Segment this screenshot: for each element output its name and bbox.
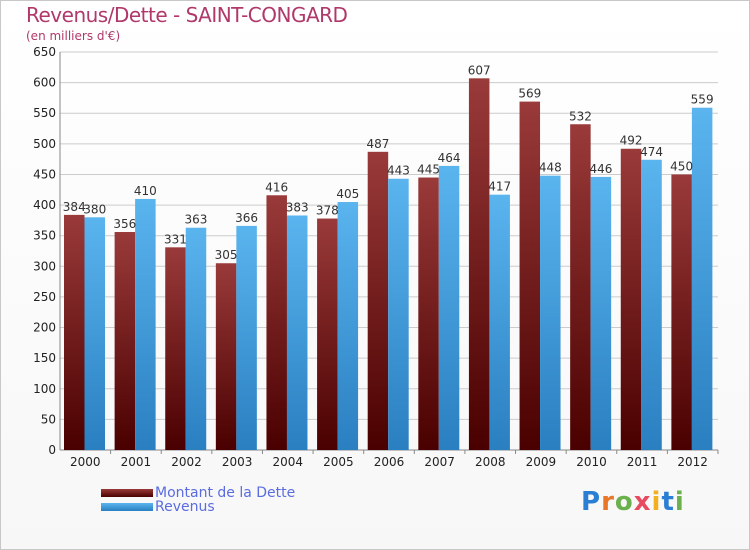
y-tick-label: 550 <box>33 106 56 120</box>
data-label: 410 <box>134 184 157 198</box>
y-tick-label: 200 <box>33 321 56 335</box>
data-label: 450 <box>670 159 693 173</box>
proxiti-logo: Proxiti <box>581 487 685 517</box>
data-label: 383 <box>286 200 309 214</box>
bar-revenus <box>590 176 612 450</box>
legend-label-revenus: Revenus <box>155 499 215 515</box>
y-tick-label: 600 <box>33 76 56 90</box>
logo-letter: r <box>601 487 615 517</box>
bar-revenus <box>185 227 207 450</box>
data-label: 559 <box>691 93 714 107</box>
data-label: 474 <box>640 145 663 159</box>
y-tick-label: 400 <box>33 198 56 212</box>
x-tick-label: 2012 <box>677 455 708 469</box>
bar-revenus <box>388 178 409 451</box>
data-label: 363 <box>185 213 208 227</box>
x-tick-label: 2000 <box>70 455 101 469</box>
bars <box>64 78 713 451</box>
data-label: 417 <box>488 180 511 194</box>
logo-letter: o <box>614 487 634 517</box>
logo-letter: i <box>651 487 662 517</box>
legend-swatch-dette <box>101 489 153 497</box>
x-tick-label: 2011 <box>627 455 658 469</box>
y-tick-label: 100 <box>33 382 56 396</box>
bar-dette <box>317 218 338 450</box>
data-label: 569 <box>518 87 541 101</box>
x-tick-label: 2007 <box>424 455 455 469</box>
data-label: 378 <box>316 204 339 218</box>
data-label: 443 <box>387 164 410 178</box>
bar-revenus <box>236 225 257 450</box>
chart-subtitle: (en milliers d'€) <box>26 29 121 43</box>
x-tick-label: 2005 <box>323 455 354 469</box>
x-tick-label: 2006 <box>374 455 405 469</box>
x-tick-label: 2008 <box>475 455 506 469</box>
legend-swatch-revenus <box>101 503 153 511</box>
data-label: 464 <box>438 151 461 165</box>
data-label: 446 <box>589 162 612 176</box>
bar-dette <box>570 124 591 450</box>
data-label: 356 <box>113 217 136 231</box>
bar-dette <box>418 177 439 450</box>
data-label: 487 <box>366 137 389 151</box>
logo-letter: t <box>661 487 675 517</box>
bar-dette <box>114 232 136 450</box>
y-tick-label: 500 <box>33 137 56 151</box>
bar-dette <box>367 151 389 450</box>
data-label: 448 <box>539 161 562 175</box>
bar-dette <box>215 263 237 450</box>
y-tick-label: 450 <box>33 167 56 181</box>
bar-revenus <box>540 175 561 450</box>
bar-dette <box>620 148 642 450</box>
data-label: 405 <box>336 187 359 201</box>
bar-revenus <box>286 215 308 450</box>
bar-dette <box>165 247 186 450</box>
bar-revenus <box>641 159 662 450</box>
labels: 0 50 100 150 200 250 300 350 400 450 500 550 600 650 3… <box>33 45 713 469</box>
y-tick-label: 150 <box>33 351 56 365</box>
data-label: 384 <box>63 200 86 214</box>
bar-dette <box>468 78 490 451</box>
y-tick-label: 350 <box>33 229 56 243</box>
y-tick-label: 250 <box>33 290 56 304</box>
bar-revenus <box>135 198 156 450</box>
x-tick-label: 2002 <box>171 455 202 469</box>
logo-letter: x <box>633 487 652 517</box>
legend-label-dette: Montant de la Dette <box>155 485 296 501</box>
x-tick-label: 2004 <box>272 455 303 469</box>
chart-title: Revenus/Dette - SAINT-CONGARD <box>26 3 348 27</box>
y-tick-label: 0 <box>48 443 56 457</box>
data-label: 366 <box>235 211 258 225</box>
bar-revenus <box>337 202 359 450</box>
logo-letter: P <box>581 487 602 517</box>
x-tick-label: 2009 <box>526 455 557 469</box>
y-tick-label: 300 <box>33 259 56 273</box>
data-label: 305 <box>215 248 238 262</box>
data-label: 532 <box>569 109 592 123</box>
data-label: 380 <box>83 202 106 216</box>
x-tick-label: 2003 <box>222 455 253 469</box>
bar-dette <box>519 101 541 450</box>
data-label: 416 <box>265 180 288 194</box>
x-tick-label: 2001 <box>121 455 152 469</box>
bar-dette <box>266 195 287 450</box>
data-label: 492 <box>620 134 643 148</box>
data-label: 607 <box>468 63 491 77</box>
data-label: 445 <box>417 163 440 177</box>
y-tick-label: 50 <box>41 412 56 426</box>
bar-dette <box>671 174 692 450</box>
bar-revenus <box>438 165 460 451</box>
bar-revenus <box>489 194 510 450</box>
logo-letter: i <box>674 487 685 517</box>
bar-revenus <box>84 217 105 450</box>
data-label: 331 <box>164 232 187 246</box>
y-tick-label: 650 <box>33 45 56 59</box>
x-tick-label: 2010 <box>576 455 607 469</box>
bar-dette <box>64 214 85 450</box>
bar-revenus <box>691 107 713 450</box>
